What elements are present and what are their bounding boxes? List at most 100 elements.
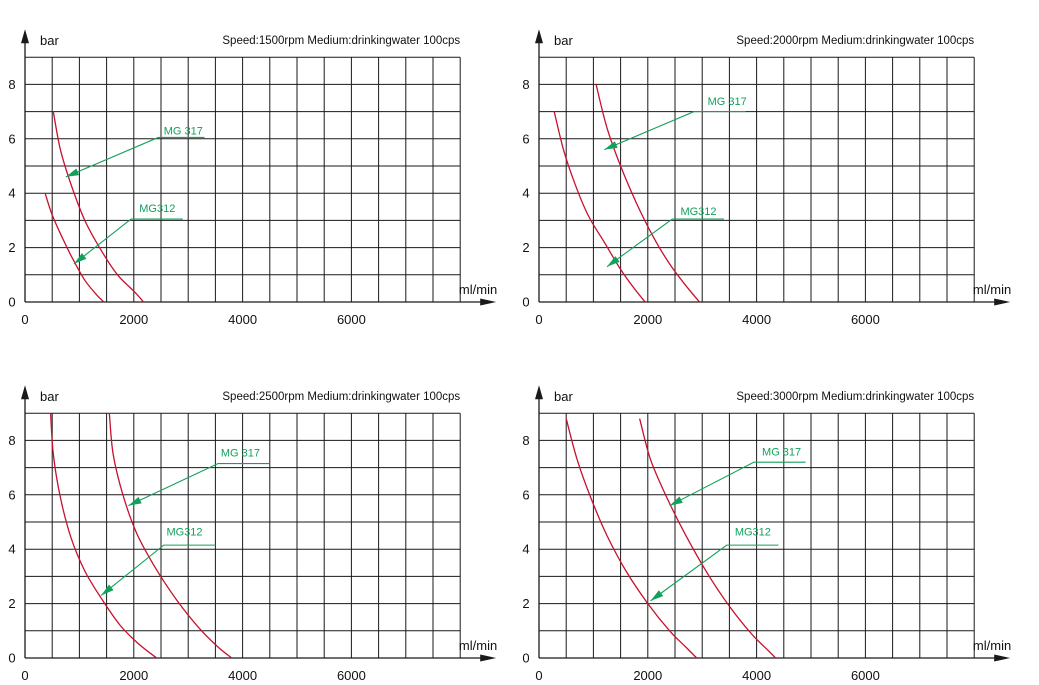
y-tick-label: 4 bbox=[8, 186, 15, 201]
y-tick-label: 2 bbox=[8, 596, 15, 611]
x-tick-label: 0 bbox=[535, 668, 542, 683]
x-axis-arrow-icon bbox=[994, 298, 1011, 306]
x-tick-label: 0 bbox=[21, 312, 28, 327]
chart-panel-1: 0 2 4 6 8 0 2000 4000 6000 bar ml/min Speed:1500rpm… bbox=[8, 29, 497, 327]
leader-line bbox=[650, 544, 779, 602]
y-tick-label: 2 bbox=[522, 240, 529, 255]
chart-header: Speed:1500rpm Medium:drinkingwater 100cp… bbox=[222, 35, 460, 47]
curve-mg312 bbox=[44, 192, 105, 303]
arrowhead-icon bbox=[607, 256, 620, 267]
y-tick-label: 4 bbox=[522, 186, 529, 201]
leader-line bbox=[128, 462, 270, 507]
x-tick-label: 4000 bbox=[228, 312, 257, 327]
curve-mg312 bbox=[49, 413, 158, 659]
chart-header: Speed:3000rpm Medium:drinkingwater 100cp… bbox=[736, 391, 974, 403]
annotation-mg317: MG 317 bbox=[128, 448, 270, 507]
x-tick-label: 4000 bbox=[742, 668, 771, 683]
curve-mg317 bbox=[108, 413, 233, 659]
y-axis-arrow-icon bbox=[535, 29, 543, 44]
leader-line bbox=[100, 544, 216, 596]
y-tick-label: 0 bbox=[522, 295, 529, 310]
annotation-mg317: MG 317 bbox=[65, 126, 205, 178]
annotation-label: MG 317 bbox=[708, 96, 747, 108]
annotation-label: MG312 bbox=[166, 527, 202, 539]
y-tick-label: 6 bbox=[8, 487, 15, 502]
y-axis-label: bar bbox=[40, 389, 59, 404]
chart-panel-3: 0 2 4 6 8 0 2000 4000 6000 bar ml/min Speed:2500rpm… bbox=[8, 385, 497, 683]
y-tick-label: 0 bbox=[522, 651, 529, 666]
x-tick-label: 2000 bbox=[119, 312, 148, 327]
curve-mg312 bbox=[553, 111, 646, 303]
chart-header: Speed:2500rpm Medium:drinkingwater 100cp… bbox=[222, 391, 460, 403]
grid bbox=[539, 412, 975, 658]
x-tick-label: 2000 bbox=[633, 668, 662, 683]
y-tick-label: 4 bbox=[522, 542, 529, 557]
curve-mg317 bbox=[52, 111, 145, 303]
x-tick-label: 6000 bbox=[337, 312, 366, 327]
leader-line bbox=[65, 136, 205, 178]
arrowhead-icon bbox=[73, 253, 87, 264]
x-axis-arrow-icon bbox=[480, 298, 497, 306]
chart-panel-4: 0 2 4 6 8 0 2000 4000 6000 bar ml/min Speed:3000rpm… bbox=[522, 385, 1011, 683]
x-axis-label: ml/min bbox=[973, 282, 1011, 297]
x-tick-label: 4000 bbox=[742, 312, 771, 327]
x-tick-label: 2000 bbox=[633, 312, 662, 327]
annotation-label: MG 317 bbox=[164, 126, 203, 138]
y-tick-label: 8 bbox=[522, 433, 529, 448]
y-axis-label: bar bbox=[40, 33, 59, 48]
y-tick-label: 4 bbox=[8, 542, 15, 557]
y-axis-arrow-icon bbox=[21, 29, 29, 44]
y-tick-label: 6 bbox=[522, 131, 529, 146]
y-axis-label: bar bbox=[554, 389, 573, 404]
leader-line bbox=[73, 218, 183, 265]
y-tick-label: 8 bbox=[522, 77, 529, 92]
y-tick-label: 6 bbox=[522, 487, 529, 502]
leader-line bbox=[669, 461, 806, 507]
chart-header: Speed:2000rpm Medium:drinkingwater 100cp… bbox=[736, 35, 974, 47]
chart-panel-2: 0 2 4 6 8 0 2000 4000 6000 bar ml/min Speed:2000rpm… bbox=[522, 29, 1011, 327]
y-tick-label: 0 bbox=[8, 651, 15, 666]
x-axis-label: ml/min bbox=[973, 638, 1011, 653]
curve-mg317 bbox=[638, 418, 777, 659]
x-axis-label: ml/min bbox=[459, 638, 497, 653]
annotation-mg317: MG 317 bbox=[604, 96, 747, 151]
x-axis-arrow-icon bbox=[994, 654, 1011, 662]
x-tick-label: 0 bbox=[535, 312, 542, 327]
arrowhead-icon bbox=[669, 496, 683, 506]
x-axis-label: ml/min bbox=[459, 282, 497, 297]
y-tick-label: 8 bbox=[8, 77, 15, 92]
y-axis-arrow-icon bbox=[21, 385, 29, 400]
annotation-mg317: MG 317 bbox=[669, 446, 806, 507]
annotation-label: MG 317 bbox=[762, 446, 801, 458]
arrowhead-icon bbox=[65, 168, 80, 177]
y-tick-label: 2 bbox=[522, 596, 529, 611]
y-tick-label: 2 bbox=[8, 240, 15, 255]
grid bbox=[25, 412, 461, 658]
arrowhead-icon bbox=[128, 496, 142, 506]
y-axis-arrow-icon bbox=[535, 385, 543, 400]
grid bbox=[539, 56, 975, 302]
annotation-label: MG312 bbox=[680, 206, 716, 218]
x-tick-label: 6000 bbox=[337, 668, 366, 683]
curve-mg312 bbox=[565, 418, 698, 659]
leader-line bbox=[606, 218, 724, 268]
y-tick-label: 8 bbox=[8, 433, 15, 448]
y-tick-label: 0 bbox=[8, 295, 15, 310]
x-tick-label: 6000 bbox=[851, 668, 880, 683]
x-tick-label: 6000 bbox=[851, 312, 880, 327]
x-tick-label: 4000 bbox=[228, 668, 257, 683]
x-tick-label: 2000 bbox=[119, 668, 148, 683]
annotation-mg312: MG312 bbox=[73, 203, 183, 265]
grid bbox=[25, 56, 461, 302]
arrowhead-icon bbox=[604, 141, 618, 150]
annotation-mg312: MG312 bbox=[100, 527, 216, 596]
annotation-label: MG312 bbox=[139, 203, 175, 215]
y-tick-label: 6 bbox=[8, 131, 15, 146]
x-axis-arrow-icon bbox=[480, 654, 497, 662]
leader-line bbox=[604, 111, 746, 151]
y-axis-label: bar bbox=[554, 33, 573, 48]
x-tick-label: 0 bbox=[21, 668, 28, 683]
annotation-mg312: MG312 bbox=[606, 206, 724, 268]
annotation-label: MG312 bbox=[735, 527, 771, 539]
